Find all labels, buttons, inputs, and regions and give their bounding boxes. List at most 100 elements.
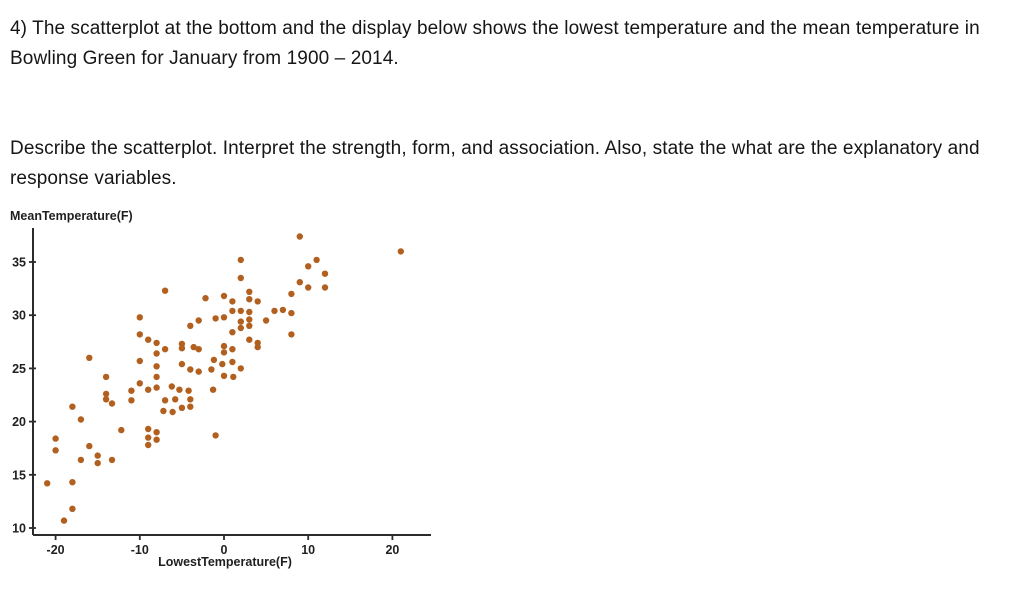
x-axis-label: LowestTemperature(F) bbox=[158, 555, 292, 569]
data-point bbox=[118, 426, 125, 434]
data-point bbox=[136, 380, 143, 387]
data-point bbox=[195, 346, 202, 353]
data-point bbox=[210, 356, 218, 364]
data-point bbox=[220, 349, 228, 356]
data-point bbox=[219, 360, 226, 368]
data-point bbox=[94, 452, 101, 459]
data-point bbox=[178, 404, 186, 411]
data-point bbox=[108, 400, 116, 407]
data-point bbox=[145, 386, 152, 393]
data-point bbox=[220, 292, 228, 300]
data-point bbox=[136, 331, 143, 338]
x-tick-label: -20 bbox=[47, 543, 65, 557]
data-point bbox=[220, 314, 228, 321]
data-point bbox=[202, 295, 209, 302]
data-point bbox=[229, 307, 236, 315]
data-point bbox=[52, 435, 59, 442]
data-point bbox=[288, 331, 295, 338]
question-text: 4) The scatterplot at the bottom and the… bbox=[10, 18, 980, 69]
data-point bbox=[169, 408, 176, 416]
data-point bbox=[305, 284, 312, 291]
data-point bbox=[305, 263, 312, 270]
data-point bbox=[246, 316, 253, 323]
data-point bbox=[178, 360, 186, 368]
scatterplot-figure: MeanTemperature(F) 10 15 20 25 30 35 -20 -10 0 10… bbox=[0, 205, 470, 584]
data-point bbox=[102, 373, 110, 381]
y-axis-label: MeanTemperature(F) bbox=[10, 209, 133, 223]
data-point bbox=[190, 343, 197, 351]
x-tick-label: 0 bbox=[221, 543, 228, 557]
data-point bbox=[69, 505, 76, 512]
data-point bbox=[195, 317, 202, 324]
data-point bbox=[229, 329, 236, 336]
data-point bbox=[145, 336, 152, 343]
data-point bbox=[168, 383, 175, 390]
data-point bbox=[229, 346, 236, 353]
data-point bbox=[153, 436, 160, 443]
data-point bbox=[94, 459, 101, 467]
data-point bbox=[212, 315, 219, 322]
data-point bbox=[220, 342, 228, 350]
data-point bbox=[145, 441, 152, 449]
data-point bbox=[69, 403, 76, 410]
data-point bbox=[128, 397, 135, 404]
data-point bbox=[321, 284, 329, 291]
data-point bbox=[172, 396, 179, 403]
data-point bbox=[44, 480, 51, 487]
data-point bbox=[153, 350, 160, 357]
data-point bbox=[288, 309, 295, 317]
data-point bbox=[246, 322, 253, 329]
data-point bbox=[153, 429, 160, 436]
data-point bbox=[262, 317, 270, 324]
data-point bbox=[187, 322, 194, 329]
data-point bbox=[279, 306, 287, 314]
data-point bbox=[229, 358, 236, 366]
data-point bbox=[86, 442, 93, 450]
data-point bbox=[237, 365, 244, 372]
data-point bbox=[178, 345, 186, 352]
data-point bbox=[160, 407, 167, 415]
data-point bbox=[102, 396, 110, 403]
data-point bbox=[136, 357, 143, 365]
data-point bbox=[102, 390, 110, 398]
y-tick-label: 10 bbox=[12, 522, 26, 536]
data-point bbox=[230, 373, 237, 381]
data-point bbox=[271, 307, 278, 315]
data-point bbox=[176, 386, 183, 393]
data-point bbox=[136, 314, 143, 321]
data-point bbox=[77, 416, 85, 423]
data-point bbox=[208, 366, 215, 373]
data-point bbox=[161, 287, 169, 294]
data-point bbox=[145, 434, 152, 441]
data-point bbox=[237, 256, 244, 264]
data-point bbox=[69, 479, 76, 486]
data-point bbox=[185, 387, 192, 394]
data-point bbox=[246, 308, 253, 316]
x-tick-label: -10 bbox=[131, 543, 149, 557]
data-point bbox=[237, 324, 244, 332]
data-point bbox=[108, 456, 116, 464]
data-point bbox=[397, 248, 404, 255]
data-point bbox=[209, 386, 217, 393]
data-point bbox=[187, 396, 194, 403]
data-point bbox=[321, 270, 329, 277]
data-point bbox=[52, 447, 59, 454]
data-point bbox=[254, 298, 261, 305]
data-point bbox=[153, 373, 160, 381]
data-point bbox=[220, 372, 228, 379]
data-point bbox=[254, 343, 261, 351]
data-point bbox=[288, 290, 295, 298]
data-point bbox=[145, 425, 152, 433]
data-point bbox=[128, 387, 135, 394]
data-point bbox=[153, 384, 160, 391]
data-point bbox=[161, 346, 169, 353]
x-tick-label: 20 bbox=[385, 543, 399, 557]
data-point bbox=[237, 274, 244, 282]
data-point bbox=[246, 336, 253, 343]
data-point bbox=[237, 307, 244, 315]
data-point bbox=[187, 403, 194, 410]
data-point bbox=[195, 368, 202, 375]
data-point bbox=[296, 233, 303, 240]
data-point bbox=[161, 397, 169, 404]
data-point bbox=[246, 288, 253, 295]
